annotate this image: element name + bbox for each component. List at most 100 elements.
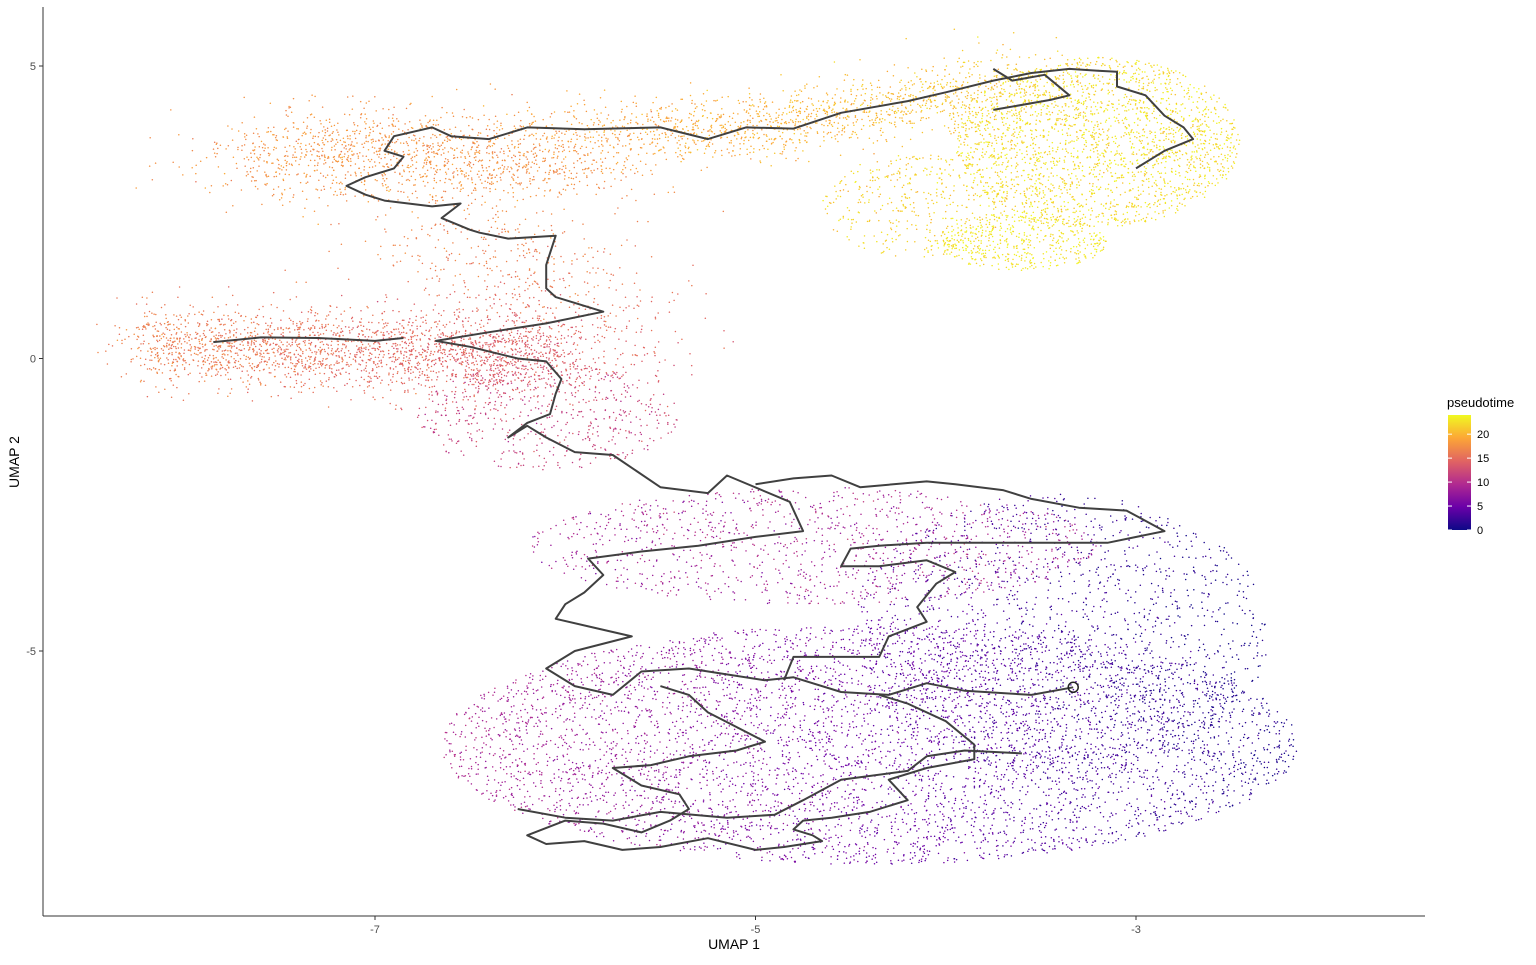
cell-point	[888, 706, 890, 708]
cell-point	[944, 836, 946, 839]
cell-point	[1045, 667, 1048, 669]
cell-point	[992, 647, 994, 650]
cell-point	[531, 705, 534, 708]
cell-point	[665, 771, 667, 773]
cell-point	[863, 849, 865, 852]
cell-point	[1067, 846, 1069, 848]
cell-point	[701, 655, 703, 658]
cell-point	[601, 832, 603, 834]
cell-point	[796, 817, 798, 820]
cell-point	[1232, 752, 1234, 755]
cell-point	[1240, 780, 1243, 782]
cell-point	[465, 745, 467, 747]
cell-point	[579, 829, 581, 831]
cell-point	[773, 659, 776, 662]
cell-point	[591, 786, 594, 789]
cell-point	[642, 672, 644, 675]
cell-point	[1197, 818, 1200, 821]
cell-point	[894, 821, 896, 823]
cell-point	[568, 759, 570, 762]
cell-point	[761, 781, 764, 784]
cell-point	[523, 783, 525, 786]
cell-point	[1228, 768, 1231, 770]
cell-point	[1024, 816, 1026, 819]
cell-point	[513, 728, 516, 730]
cell-point	[927, 797, 930, 800]
cell-point	[487, 691, 490, 694]
cell-point	[709, 639, 711, 641]
cell-point	[989, 714, 991, 716]
cell-point	[1041, 750, 1044, 752]
cell-point	[1123, 768, 1126, 771]
cell-point	[1268, 743, 1270, 746]
cell-point	[1070, 848, 1072, 850]
cell-point	[786, 708, 788, 710]
cell-point	[1210, 709, 1212, 711]
cell-point	[703, 744, 706, 746]
cell-point	[800, 628, 803, 630]
cell-point	[1045, 676, 1047, 678]
cell-point	[875, 732, 877, 735]
cell-point	[711, 740, 713, 742]
cell-point	[867, 754, 869, 756]
cell-point	[484, 767, 486, 769]
cell-point	[960, 735, 963, 738]
cell-point	[1211, 693, 1214, 696]
cell-point	[481, 710, 484, 713]
cell-point	[1015, 702, 1018, 704]
cell-point	[738, 853, 740, 856]
cell-point	[805, 676, 807, 679]
cell-point	[483, 695, 486, 697]
cell-point	[1034, 757, 1037, 759]
cell-point	[615, 701, 618, 703]
cell-point	[667, 732, 669, 734]
cell-point	[785, 755, 788, 758]
cell-point	[869, 834, 871, 836]
cell-point	[853, 630, 855, 633]
cell-point	[518, 757, 521, 760]
cell-point	[857, 683, 859, 686]
cell-point	[707, 743, 710, 745]
cell-point	[675, 774, 677, 776]
cell-point	[1180, 823, 1183, 825]
cell-point	[860, 760, 862, 762]
cell-point	[470, 720, 473, 722]
cell-point	[606, 776, 609, 779]
cell-point	[726, 812, 728, 815]
cell-point	[556, 801, 558, 804]
cell-point	[638, 675, 641, 677]
cell-point	[792, 690, 794, 692]
cell-point	[464, 774, 467, 777]
cell-point	[1034, 739, 1037, 741]
cell-point	[1082, 778, 1084, 781]
cell-point	[884, 653, 886, 655]
cell-point	[697, 810, 700, 813]
cell-point	[656, 843, 658, 846]
cell-point	[834, 671, 837, 673]
cell-point	[703, 829, 705, 832]
cell-point	[750, 837, 752, 840]
cell-point	[914, 855, 916, 857]
cell-point	[500, 757, 503, 760]
cell-point	[613, 681, 615, 683]
cell-point	[1177, 725, 1180, 728]
cell-point	[927, 854, 930, 856]
cell-point	[1004, 854, 1006, 856]
cell-point	[913, 825, 915, 827]
cell-point	[949, 689, 951, 691]
cell-point	[1173, 743, 1175, 746]
cell-point	[964, 785, 967, 787]
cell-point	[961, 651, 963, 654]
cell-point	[1250, 697, 1252, 700]
cell-point	[845, 812, 848, 814]
cell-point	[1149, 802, 1151, 804]
cell-point	[1044, 842, 1047, 844]
cell-point	[799, 720, 801, 722]
cell-point	[572, 769, 575, 772]
cell-point	[551, 713, 554, 716]
cell-point	[904, 631, 907, 633]
cell-point	[815, 755, 818, 758]
cell-point	[926, 809, 928, 812]
cell-point	[861, 725, 863, 727]
cell-point	[1046, 719, 1049, 721]
